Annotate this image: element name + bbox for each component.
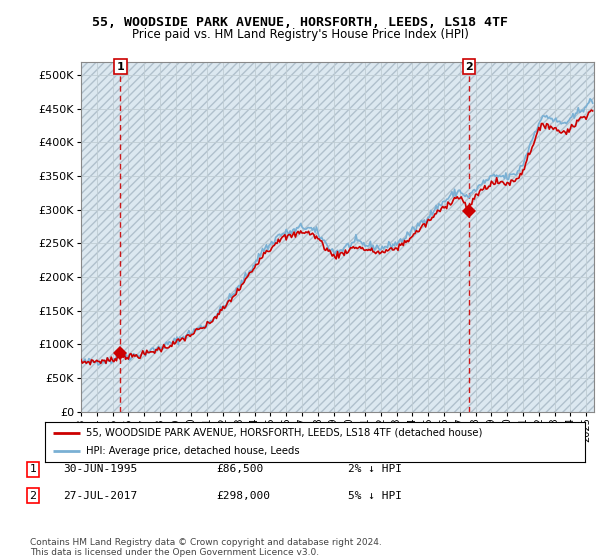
Text: 2: 2 <box>29 491 37 501</box>
Text: 55, WOODSIDE PARK AVENUE, HORSFORTH, LEEDS, LS18 4TF (detached house): 55, WOODSIDE PARK AVENUE, HORSFORTH, LEE… <box>86 428 482 437</box>
Text: Contains HM Land Registry data © Crown copyright and database right 2024.
This d: Contains HM Land Registry data © Crown c… <box>30 538 382 557</box>
Text: Price paid vs. HM Land Registry's House Price Index (HPI): Price paid vs. HM Land Registry's House … <box>131 28 469 41</box>
Text: 2: 2 <box>465 62 473 72</box>
Text: 1: 1 <box>116 62 124 72</box>
Text: 2% ↓ HPI: 2% ↓ HPI <box>348 464 402 474</box>
Text: HPI: Average price, detached house, Leeds: HPI: Average price, detached house, Leed… <box>86 446 299 456</box>
Text: £86,500: £86,500 <box>216 464 263 474</box>
Text: 5% ↓ HPI: 5% ↓ HPI <box>348 491 402 501</box>
Text: 1: 1 <box>29 464 37 474</box>
Text: 30-JUN-1995: 30-JUN-1995 <box>63 464 137 474</box>
Text: 27-JUL-2017: 27-JUL-2017 <box>63 491 137 501</box>
Text: £298,000: £298,000 <box>216 491 270 501</box>
Text: 55, WOODSIDE PARK AVENUE, HORSFORTH, LEEDS, LS18 4TF: 55, WOODSIDE PARK AVENUE, HORSFORTH, LEE… <box>92 16 508 29</box>
